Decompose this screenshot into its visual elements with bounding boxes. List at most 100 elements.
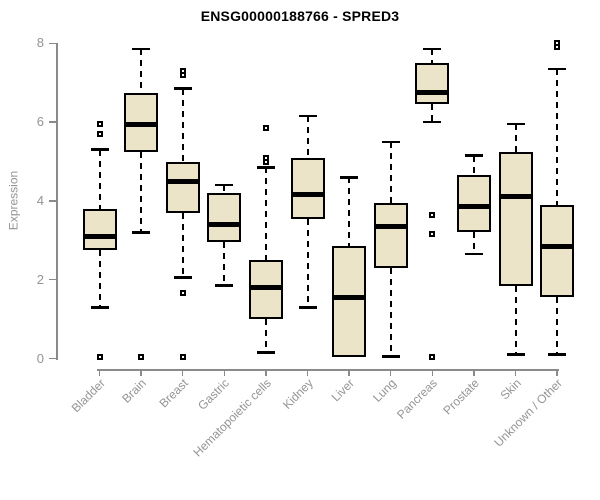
lower-whisker-cap	[506, 353, 525, 356]
upper-whisker	[431, 49, 434, 63]
lower-whisker	[556, 297, 559, 355]
upper-whisker-cap	[423, 47, 442, 51]
median-line	[332, 294, 367, 300]
x-tick	[306, 369, 309, 376]
x-tick	[140, 369, 142, 376]
median-line	[456, 204, 491, 210]
box	[290, 157, 325, 219]
box	[207, 193, 242, 243]
upper-whisker	[348, 177, 351, 247]
outlier-point	[96, 130, 103, 137]
median-line	[415, 90, 450, 96]
lower-whisker-cap	[423, 120, 442, 124]
median-line	[124, 121, 159, 127]
lower-whisker	[98, 250, 101, 308]
upper-whisker-cap	[298, 114, 317, 118]
x-tick	[98, 369, 101, 376]
x-tick	[431, 369, 434, 376]
median-line	[248, 285, 283, 291]
upper-whisker-cap	[464, 154, 483, 157]
y-tick	[49, 278, 56, 281]
x-tick	[348, 369, 350, 376]
x-axis-tick-label: Unknown / Other	[491, 376, 565, 450]
lower-whisker	[181, 212, 184, 278]
median-line	[540, 243, 575, 249]
upper-whisker	[98, 149, 101, 209]
y-tick	[49, 121, 56, 123]
upper-whisker-cap	[215, 183, 234, 187]
x-tick	[265, 369, 267, 376]
upper-whisker-cap	[381, 140, 400, 144]
y-tick	[49, 357, 56, 360]
y-tick	[49, 200, 56, 202]
outlier-point	[179, 290, 186, 297]
y-tick-label: 2	[36, 271, 44, 287]
outlier-point	[429, 211, 436, 218]
x-tick	[556, 369, 558, 376]
lower-whisker	[140, 151, 143, 233]
lower-whisker-cap	[464, 252, 483, 256]
box	[456, 175, 491, 233]
lower-whisker-cap	[90, 306, 109, 309]
outlier-point	[429, 231, 436, 238]
upper-whisker	[556, 68, 559, 205]
upper-whisker	[389, 141, 392, 203]
x-tick	[514, 369, 517, 376]
x-tick	[223, 369, 226, 376]
outlier-point	[262, 158, 269, 165]
y-axis-line	[56, 43, 58, 360]
outlier-point	[96, 121, 103, 128]
lower-whisker	[431, 104, 434, 123]
lower-whisker-cap	[381, 355, 400, 358]
median-line	[82, 233, 117, 239]
lower-whisker-cap	[173, 276, 192, 279]
upper-whisker-cap	[256, 166, 275, 169]
x-tick	[181, 369, 184, 376]
upper-whisker	[140, 49, 143, 93]
x-tick	[389, 369, 392, 376]
upper-whisker-cap	[132, 47, 151, 51]
box	[332, 246, 367, 357]
chart-title: ENSG00000188766 - SPRED3	[200, 8, 400, 24]
box	[82, 208, 117, 251]
outlier-point	[554, 44, 561, 51]
upper-whisker	[181, 88, 184, 162]
outlier-point	[179, 71, 186, 78]
lower-whisker	[264, 319, 267, 353]
upper-whisker	[514, 124, 517, 152]
upper-whisker-cap	[548, 67, 567, 71]
outlier-point	[429, 353, 436, 360]
lower-whisker-cap	[298, 306, 317, 309]
median-line	[165, 178, 200, 184]
lower-whisker-cap	[215, 284, 234, 287]
upper-whisker	[264, 167, 267, 260]
median-line	[373, 224, 408, 229]
upper-whisker	[223, 185, 226, 193]
y-tick-label: 4	[36, 192, 44, 208]
outlier-point	[96, 353, 103, 360]
x-tick	[473, 369, 475, 376]
lower-whisker-cap	[132, 231, 151, 234]
outlier-point	[262, 125, 269, 131]
box	[373, 202, 408, 268]
box	[415, 63, 450, 105]
lower-whisker	[306, 218, 309, 308]
y-tick-label: 0	[36, 350, 44, 366]
median-line	[498, 194, 533, 200]
upper-whisker	[472, 155, 475, 176]
box	[498, 151, 533, 286]
lower-whisker-cap	[548, 353, 567, 356]
box	[165, 161, 200, 213]
median-line	[290, 192, 325, 198]
median-line	[207, 222, 242, 228]
lower-whisker	[389, 267, 392, 357]
lower-whisker	[223, 242, 226, 286]
y-tick-label: 6	[36, 114, 44, 130]
y-tick	[49, 42, 56, 45]
lower-whisker-cap	[256, 351, 275, 354]
upper-whisker-cap	[173, 87, 192, 90]
outlier-point	[138, 353, 145, 360]
upper-whisker-cap	[340, 176, 359, 179]
